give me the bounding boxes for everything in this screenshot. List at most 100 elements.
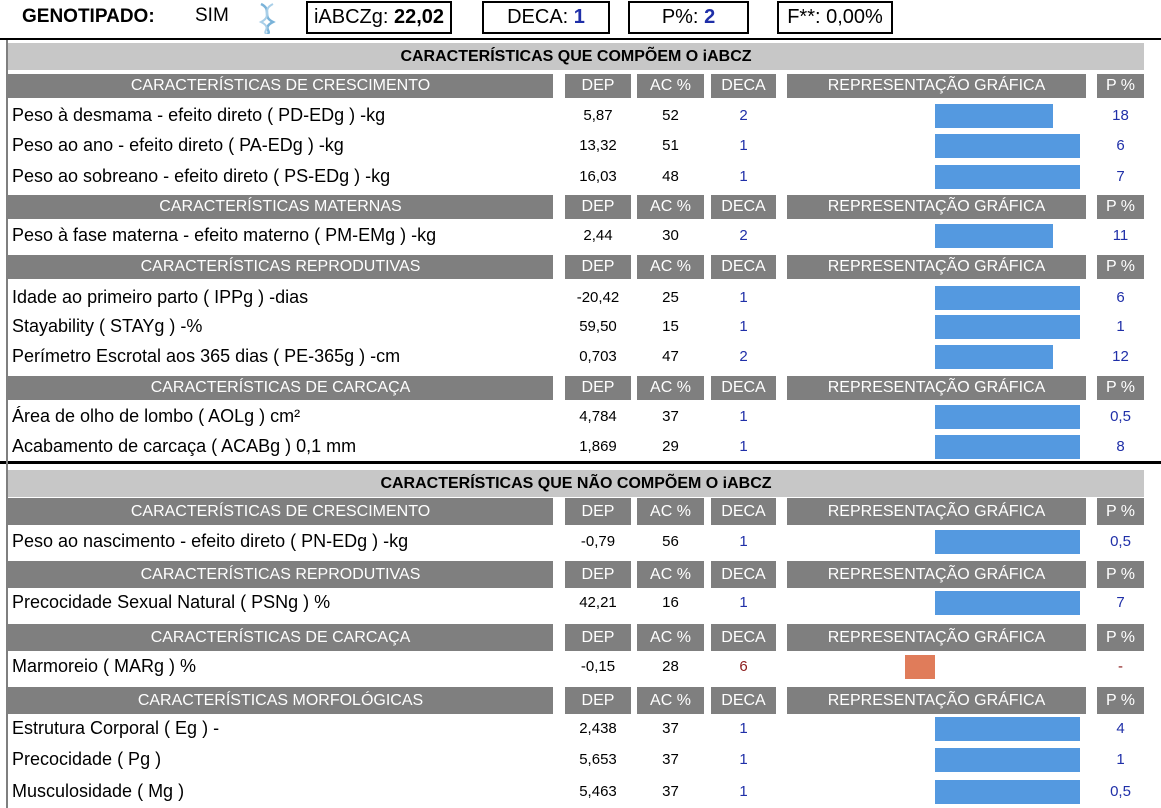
deca-value: 1 xyxy=(739,751,748,768)
deca-value: 1 xyxy=(739,289,748,306)
group-title: CARACTERÍSTICAS DE CRESCIMENTO xyxy=(8,498,553,525)
trait-label: Acabamento de carcaça ( ACABg ) 0,1 mm xyxy=(12,436,357,456)
deca-value: 2 xyxy=(739,348,748,365)
group-title: CARACTERÍSTICAS DE CARCAÇA xyxy=(8,376,553,400)
col-header-dep: DEP xyxy=(565,561,631,588)
dep-value: -0,79 xyxy=(580,533,616,550)
col-header-dep: DEP xyxy=(565,195,631,219)
col-header-p: P % xyxy=(1097,74,1144,98)
col-header-ac: AC % xyxy=(637,687,704,714)
f-label: F**: xyxy=(787,6,821,28)
p-value: 12 xyxy=(1112,348,1129,365)
trait-label: Peso ao sobreano - efeito direto ( PS-ED… xyxy=(12,166,391,186)
col-header-p: P % xyxy=(1097,376,1144,400)
ac-value: 52 xyxy=(662,107,679,124)
col-header-deca: DECA xyxy=(711,561,776,588)
left-border xyxy=(6,40,8,808)
ac-value: 48 xyxy=(662,168,679,185)
trait-label: Idade ao primeiro parto ( IPPg ) -dias xyxy=(12,287,309,307)
graphic-bar xyxy=(935,134,1080,158)
ac-value: 56 xyxy=(662,533,679,550)
deca-value: 1 xyxy=(739,137,748,154)
trait-label: Stayability ( STAYg ) -% xyxy=(12,316,203,336)
ac-value: 37 xyxy=(662,751,679,768)
iabczg-label: iABCZg: xyxy=(313,6,389,28)
col-header-rep: REPRESENTAÇÃO GRÁFICA xyxy=(787,561,1086,588)
group-title: CARACTERÍSTICAS REPRODUTIVAS xyxy=(8,255,553,279)
header-bar: GENOTIPADO: SIM iABCZg: 22,02 DECA: 1 P%… xyxy=(0,0,1161,38)
dep-value: 2,438 xyxy=(579,720,617,737)
genotipado-value: SIM xyxy=(195,5,229,26)
col-header-dep: DEP xyxy=(565,498,631,525)
p-value: 1 xyxy=(1116,318,1125,335)
graphic-bar xyxy=(935,530,1080,554)
ac-value: 25 xyxy=(662,289,679,306)
graphic-bar xyxy=(935,165,1080,189)
dep-value: -20,42 xyxy=(576,289,620,306)
col-header-rep: REPRESENTAÇÃO GRÁFICA xyxy=(787,255,1086,279)
ac-value: 29 xyxy=(662,438,679,455)
col-header-deca: DECA xyxy=(711,624,776,651)
col-header-dep: DEP xyxy=(565,255,631,279)
deca-value: 1 xyxy=(739,533,748,550)
dep-value: 5,463 xyxy=(579,783,617,800)
deca-value: 1 xyxy=(573,6,585,28)
col-header-deca: DECA xyxy=(711,376,776,400)
trait-label: Musculosidade ( Mg ) xyxy=(12,781,185,801)
deca-value: 1 xyxy=(739,168,748,185)
group-title: CARACTERÍSTICAS DE CRESCIMENTO xyxy=(8,74,553,98)
trait-label: Peso à fase materna - efeito materno ( P… xyxy=(12,225,437,245)
deca-value: 1 xyxy=(739,318,748,335)
p-value: 7 xyxy=(1116,594,1125,611)
trait-label: Peso ao ano - efeito direto ( PA-EDg ) -… xyxy=(12,135,344,155)
p-value: 8 xyxy=(1116,438,1125,455)
col-header-deca: DECA xyxy=(711,74,776,98)
dep-value: 0,703 xyxy=(579,348,617,365)
col-header-ac: AC % xyxy=(637,498,704,525)
col-header-ac: AC % xyxy=(637,74,704,98)
deca-value: 1 xyxy=(739,408,748,425)
col-header-deca: DECA xyxy=(711,498,776,525)
ac-value: 15 xyxy=(662,318,679,335)
graphic-bar xyxy=(935,315,1080,339)
graphic-bar xyxy=(935,748,1080,772)
col-header-p: P % xyxy=(1097,687,1144,714)
deca-value: 6 xyxy=(739,658,748,675)
col-header-p: P % xyxy=(1097,255,1144,279)
p-value: 0,5 xyxy=(1110,408,1131,425)
dep-value: 42,21 xyxy=(579,594,617,611)
graphic-bar xyxy=(905,655,935,679)
col-header-dep: DEP xyxy=(565,624,631,651)
ac-value: 37 xyxy=(662,720,679,737)
col-header-ac: AC % xyxy=(637,255,704,279)
section-divider-top xyxy=(0,38,1161,40)
group-title: CARACTERÍSTICAS DE CARCAÇA xyxy=(8,624,553,651)
iabczg-box: iABCZg: 22,02 xyxy=(306,1,452,34)
col-header-deca: DECA xyxy=(711,195,776,219)
p-value: 2 xyxy=(704,6,716,28)
dna-icon xyxy=(258,2,276,34)
section-divider-mid xyxy=(0,461,1161,464)
col-header-p: P % xyxy=(1097,624,1144,651)
section-title: CARACTERÍSTICAS QUE COMPÕEM O iABCZ xyxy=(8,43,1144,70)
trait-label: Peso à desmama - efeito direto ( PD-EDg … xyxy=(12,105,386,125)
section-title: CARACTERÍSTICAS QUE NÃO COMPÕEM O iABCZ xyxy=(8,470,1144,497)
graphic-bar xyxy=(935,224,1053,248)
col-header-rep: REPRESENTAÇÃO GRÁFICA xyxy=(787,498,1086,525)
p-label: P%: xyxy=(661,6,699,28)
p-value: 18 xyxy=(1112,107,1129,124)
p-value: 4 xyxy=(1116,720,1125,737)
f-value: 0,00% xyxy=(826,6,883,28)
deca-value: 1 xyxy=(739,438,748,455)
p-box: P%: 2 xyxy=(628,1,749,34)
graphic-bar xyxy=(935,345,1053,369)
col-header-dep: DEP xyxy=(565,74,631,98)
col-header-deca: DECA xyxy=(711,687,776,714)
p-value: - xyxy=(1118,658,1123,675)
dep-value: 59,50 xyxy=(579,318,617,335)
deca-value: 1 xyxy=(739,594,748,611)
dep-value: 5,87 xyxy=(583,107,613,124)
col-header-ac: AC % xyxy=(637,195,704,219)
col-header-rep: REPRESENTAÇÃO GRÁFICA xyxy=(787,74,1086,98)
ac-value: 37 xyxy=(662,408,679,425)
